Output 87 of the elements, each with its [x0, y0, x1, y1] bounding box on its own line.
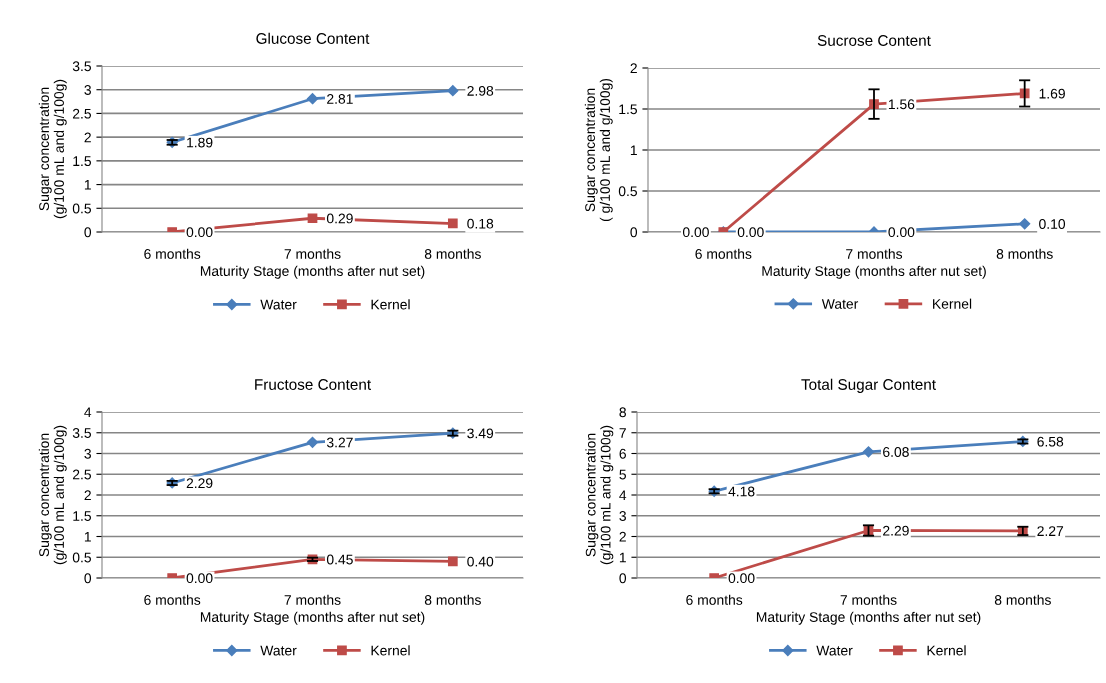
x-axis-title: Maturity Stage (months after nut set) [200, 265, 425, 279]
x-tick-label: 6 months [144, 594, 201, 605]
data-label: 1.56 [888, 99, 915, 110]
x-tick-label: 8 months [994, 594, 1051, 605]
data-label: 3.27 [326, 437, 353, 448]
y-tick-label: 2 [630, 63, 637, 74]
chart-title: Sucrose Content [817, 35, 931, 46]
legend-label: Kernel [371, 645, 410, 656]
data-label: 2.98 [467, 85, 494, 96]
y-tick-label: 1.5 [73, 511, 91, 521]
data-label: 0.00 [888, 227, 915, 238]
y-tick-label: 4 [84, 407, 92, 418]
legend-label: Water [816, 645, 853, 656]
y-tick-label: 1 [630, 145, 637, 156]
y-tick-label: 6 [619, 448, 626, 459]
chart-title: Glucose Content [256, 32, 370, 44]
data-label: 0.00 [682, 227, 709, 238]
x-axis-title: Maturity Stage (months after nut set) [200, 611, 425, 625]
y-tick-label: 0 [84, 227, 92, 238]
y-tick-label: 3 [84, 85, 91, 95]
data-label: 4.18 [728, 486, 755, 497]
legend-label: Kernel [933, 298, 972, 309]
y-tick-label: 0 [84, 573, 92, 584]
y-tick-label: 1 [619, 552, 626, 563]
data-label: 2.81 [327, 94, 353, 104]
data-label: 2.29 [883, 525, 909, 536]
y-tick-label: 0.5 [72, 552, 91, 563]
data-label: 2.29 [186, 478, 213, 489]
y-tick-label: 8 [619, 407, 626, 418]
y-tick-label: 2 [84, 490, 91, 501]
legend-label: Water [260, 299, 297, 310]
data-label: 6.08 [883, 447, 909, 457]
data-label: 0.00 [737, 227, 764, 238]
legend-label: Kernel [371, 299, 410, 310]
y-tick-label: 1.5 [73, 156, 91, 167]
x-tick-label: 8 months [424, 594, 481, 605]
y-axis-title: Sugar concentration (g/100 mL and g/100g) [38, 79, 67, 219]
data-label: 1.69 [1039, 88, 1065, 99]
x-tick-label: 7 months [840, 594, 897, 605]
x-axis-title: Maturity Stage (months after nut set) [762, 265, 986, 279]
x-tick-label: 8 months [996, 248, 1053, 259]
y-axis-title: Sugar concentration ( g/100 mL and g/100g) [584, 78, 613, 222]
data-label: 0.00 [728, 573, 755, 584]
legend-label: Water [821, 299, 859, 309]
chart-title: Total Sugar Content [801, 378, 936, 393]
data-label: 0.29 [326, 213, 353, 224]
chart-title: Fructose Content [255, 379, 371, 390]
data-label: 2.27 [1037, 526, 1064, 536]
x-tick-label: 6 months [686, 594, 743, 605]
data-label: 0.00 [186, 573, 213, 584]
legend-label: Water [260, 645, 297, 656]
x-axis-title: Maturity Stage (months after nut set) [756, 611, 981, 625]
y-tick-label: 3.5 [72, 428, 91, 438]
y-tick-label: 2.5 [72, 469, 91, 480]
y-tick-label: 1 [84, 180, 91, 190]
y-tick-label: 2 [84, 132, 91, 143]
data-label: 0.45 [326, 554, 353, 565]
x-tick-label: 8 months [424, 248, 481, 259]
x-tick-label: 6 months [144, 248, 201, 259]
y-tick-label: 1.5 [619, 104, 637, 115]
y-tick-label: 0.5 [72, 203, 91, 214]
data-label: 6.58 [1037, 436, 1064, 447]
y-tick-label: 1 [84, 531, 91, 542]
y-axis-title: Sugar concentration (g/100 mL and g/100g) [585, 425, 614, 565]
y-tick-label: 2.5 [72, 108, 91, 119]
y-tick-label: 7 [619, 428, 626, 438]
data-label: 0.00 [186, 227, 213, 238]
y-tick-label: 0 [630, 227, 638, 238]
x-tick-label: 7 months [284, 594, 341, 605]
legend-label: Kernel [927, 645, 966, 656]
y-tick-label: 3 [619, 511, 626, 521]
x-tick-label: 6 months [695, 248, 752, 259]
y-tick-label: 2 [619, 531, 626, 542]
data-label: 0.10 [1039, 219, 1066, 229]
data-label: 1.89 [187, 137, 213, 148]
x-tick-label: 7 months [846, 248, 903, 259]
data-label: 3.49 [467, 428, 494, 439]
y-axis-title: Sugar concentration (g/100 mL and g/100g) [38, 425, 67, 565]
y-tick-label: 3.5 [72, 61, 91, 72]
x-tick-label: 7 months [284, 248, 341, 259]
y-tick-label: 4 [619, 490, 627, 501]
data-label: 0.40 [467, 556, 494, 567]
y-tick-label: 0.5 [618, 186, 637, 197]
y-tick-label: 0 [619, 573, 627, 584]
data-label: 0.18 [467, 218, 494, 229]
y-tick-label: 3 [84, 448, 91, 459]
y-tick-label: 5 [619, 469, 626, 480]
